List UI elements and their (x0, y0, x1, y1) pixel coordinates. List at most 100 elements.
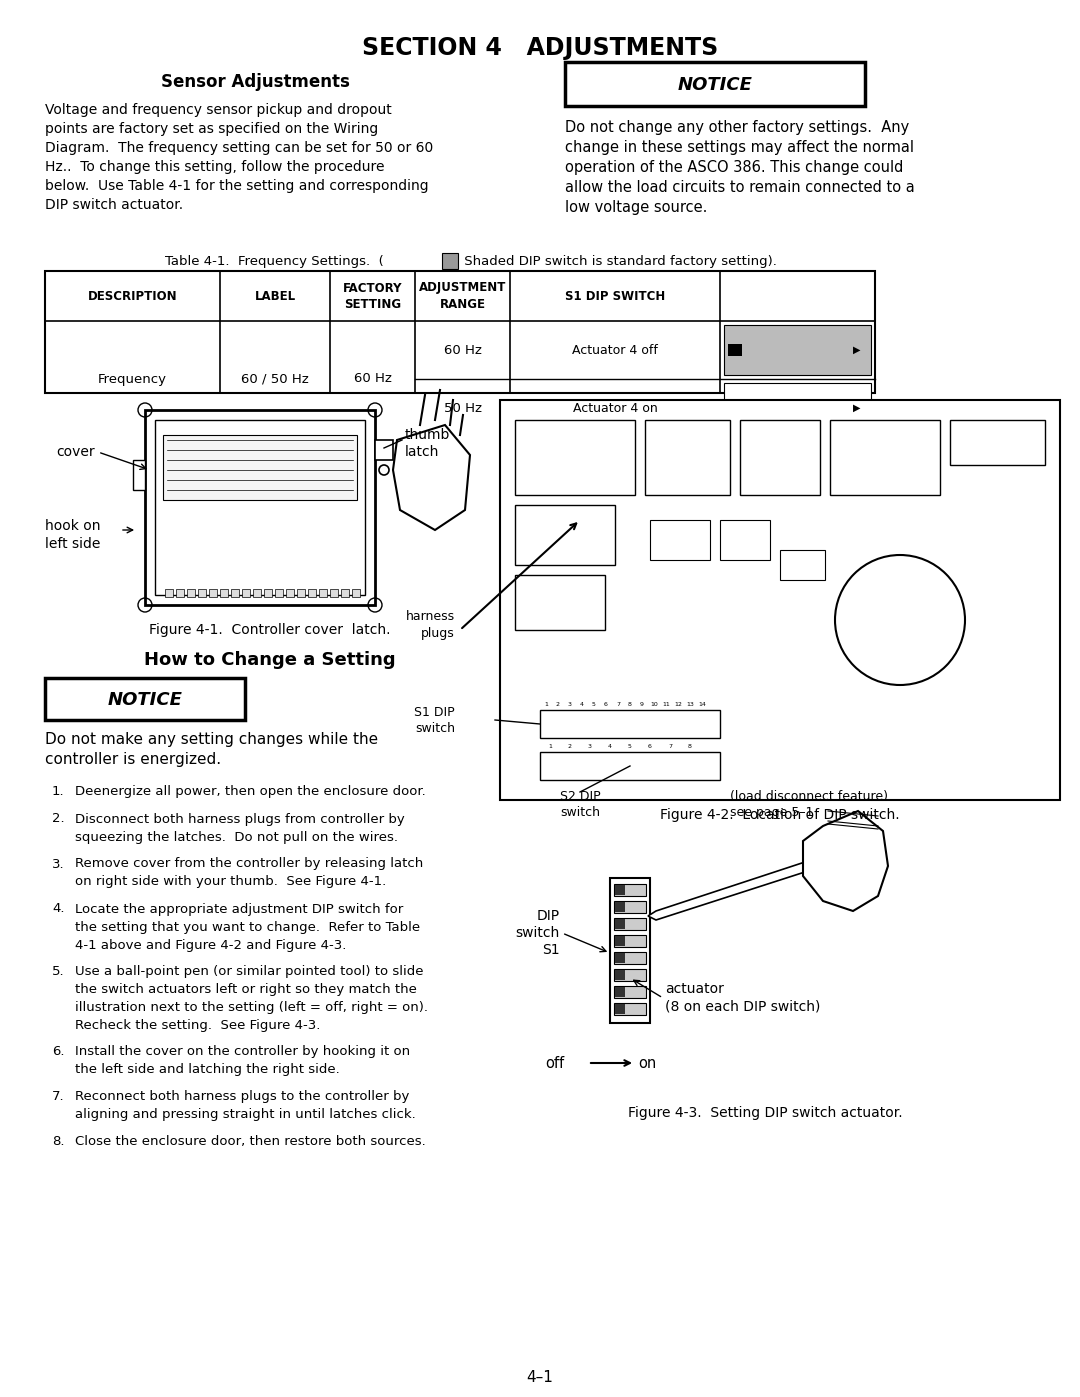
Text: 6: 6 (604, 703, 608, 707)
Text: 12: 12 (674, 703, 681, 707)
Bar (615, 901, 646, 914)
Text: 6.: 6. (52, 1045, 65, 1058)
Bar (45, 678, 245, 719)
Bar (264, 590, 272, 597)
Bar (253, 590, 261, 597)
Text: thumb
latch: thumb latch (405, 427, 450, 460)
Text: 11: 11 (662, 703, 670, 707)
Text: 3: 3 (568, 703, 572, 707)
Bar (176, 590, 184, 597)
Bar (540, 710, 720, 738)
Text: Actuator 4 on: Actuator 4 on (572, 401, 658, 415)
Text: ▶: ▶ (853, 402, 861, 414)
Text: 8: 8 (629, 703, 632, 707)
Bar (615, 1003, 646, 1016)
Bar (442, 253, 458, 270)
Bar (724, 326, 870, 374)
Text: Diagram.  The frequency setting can be set for 50 or 60: Diagram. The frequency setting can be se… (45, 141, 433, 155)
Text: Reconnect both harness plugs to the controller by
aligning and pressing straight: Reconnect both harness plugs to the cont… (75, 1090, 416, 1120)
Text: 5.: 5. (52, 965, 65, 978)
Bar (231, 590, 239, 597)
Bar (615, 986, 646, 997)
Bar (45, 271, 875, 393)
Bar (275, 590, 283, 597)
Text: 1: 1 (544, 703, 548, 707)
Text: Deenergize all power, then open the enclosure door.: Deenergize all power, then open the encl… (75, 785, 426, 798)
Bar (308, 590, 316, 597)
Bar (187, 590, 195, 597)
Text: 5: 5 (592, 703, 596, 707)
Text: 4: 4 (608, 745, 612, 749)
Bar (242, 590, 249, 597)
Text: low voltage source.: low voltage source. (565, 200, 707, 215)
Bar (210, 590, 217, 597)
Text: 4–1: 4–1 (527, 1369, 553, 1384)
Text: 2.: 2. (52, 813, 65, 826)
Text: Use a ball-point pen (or similar pointed tool) to slide
the switch actuators lef: Use a ball-point pen (or similar pointed… (75, 965, 428, 1032)
Text: 7: 7 (669, 745, 672, 749)
Bar (515, 576, 605, 630)
Bar (220, 590, 228, 597)
Bar (515, 504, 615, 564)
Text: NOTICE: NOTICE (677, 75, 753, 94)
Text: Disconnect both harness plugs from controller by
squeezing the latches.  Do not : Disconnect both harness plugs from contr… (75, 813, 405, 844)
Bar (145, 409, 375, 605)
Text: S1 DIP SWITCH: S1 DIP SWITCH (565, 289, 665, 303)
Text: 13: 13 (686, 703, 694, 707)
Text: on: on (638, 1056, 657, 1070)
Bar (540, 752, 720, 780)
Text: 14: 14 (698, 703, 706, 707)
Text: (load disconnect feature)
see page 5–1: (load disconnect feature) see page 5–1 (730, 789, 888, 819)
Bar (615, 919, 625, 929)
Text: 1.: 1. (52, 785, 65, 798)
Bar (615, 953, 625, 963)
Text: Sensor Adjustments: Sensor Adjustments (161, 73, 350, 91)
Polygon shape (804, 812, 888, 911)
Bar (724, 383, 870, 433)
Bar (610, 877, 650, 1023)
Text: DIP switch actuator.: DIP switch actuator. (45, 198, 184, 212)
Bar (515, 420, 635, 495)
Text: NOTICE: NOTICE (108, 692, 183, 710)
Text: 60 / 50 Hz: 60 / 50 Hz (241, 373, 309, 386)
Text: S1 DIP
switch: S1 DIP switch (415, 705, 455, 735)
Text: 3.: 3. (52, 858, 65, 870)
Text: Remove cover from the controller by releasing latch
on right side with your thum: Remove cover from the controller by rele… (75, 858, 423, 888)
Text: Do not change any other factory settings.  Any: Do not change any other factory settings… (565, 120, 909, 136)
Text: Locate the appropriate adjustment DIP switch for
the setting that you want to ch: Locate the appropriate adjustment DIP sw… (75, 902, 420, 951)
Text: 50 Hz: 50 Hz (444, 401, 482, 415)
Bar (198, 590, 206, 597)
Bar (500, 400, 1059, 800)
Bar (645, 420, 730, 495)
Text: FACTORY
SETTING: FACTORY SETTING (342, 282, 402, 310)
Polygon shape (648, 861, 808, 921)
Bar (615, 951, 646, 964)
Text: cover: cover (56, 446, 95, 460)
Text: Voltage and frequency sensor pickup and dropout: Voltage and frequency sensor pickup and … (45, 103, 392, 117)
Bar (740, 420, 820, 495)
Text: points are factory set as specified on the Wiring: points are factory set as specified on t… (45, 122, 378, 136)
Text: 8.: 8. (52, 1134, 65, 1148)
Text: Shaded DIP switch is standard factory setting).: Shaded DIP switch is standard factory se… (460, 254, 777, 267)
Text: off: off (545, 1056, 564, 1070)
Text: change in these settings may affect the normal: change in these settings may affect the … (565, 140, 914, 155)
Text: 9: 9 (640, 703, 644, 707)
Text: S2 DIP
switch: S2 DIP switch (559, 789, 600, 819)
Text: 2: 2 (568, 745, 572, 749)
Text: Actuator 4 off: Actuator 4 off (572, 344, 658, 356)
Text: LABEL: LABEL (255, 289, 296, 303)
Bar (780, 550, 825, 580)
Text: 7: 7 (616, 703, 620, 707)
Text: 6: 6 (648, 745, 652, 749)
Bar (615, 1004, 625, 1014)
Bar (615, 884, 646, 895)
Bar (286, 590, 294, 597)
Text: allow the load circuits to remain connected to a: allow the load circuits to remain connec… (565, 180, 915, 196)
Bar (615, 886, 625, 895)
Text: SECTION 4   ADJUSTMENTS: SECTION 4 ADJUSTMENTS (362, 36, 718, 60)
Text: DESCRIPTION: DESCRIPTION (87, 289, 177, 303)
Bar (728, 344, 742, 356)
Bar (565, 61, 865, 106)
Text: 4.: 4. (52, 902, 65, 915)
Text: Install the cover on the controller by hooking it on
the left side and latching : Install the cover on the controller by h… (75, 1045, 410, 1076)
